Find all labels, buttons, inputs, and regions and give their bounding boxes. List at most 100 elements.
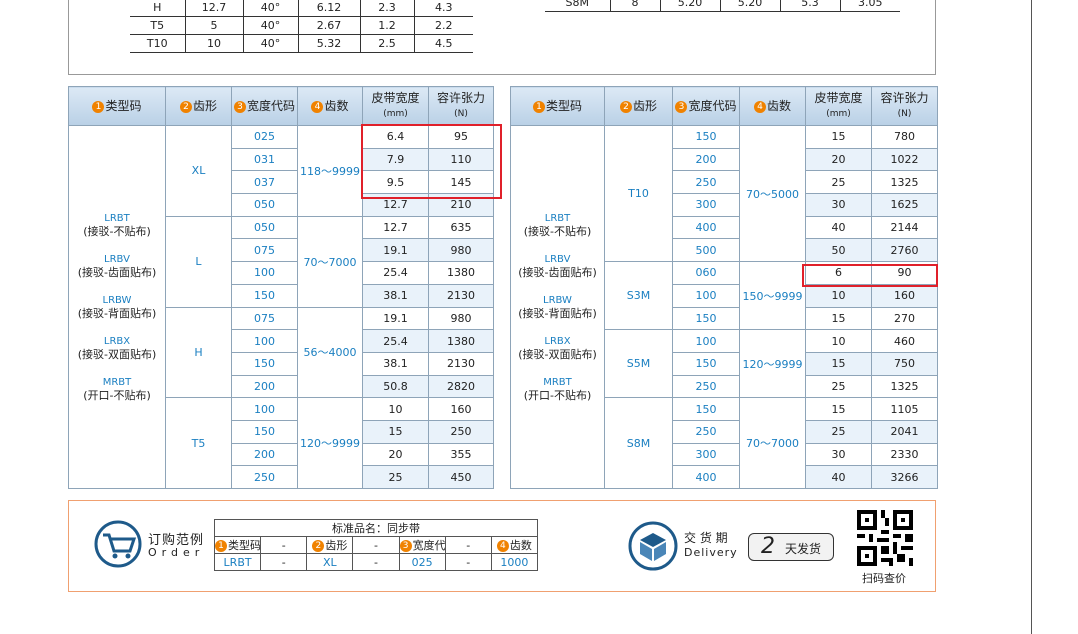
header-number: 2: [312, 540, 325, 552]
header-cell: 3 宽度代码: [231, 86, 298, 126]
cell: 10: [184, 34, 243, 53]
cell: H: [130, 0, 185, 17]
tension-cell: 1325: [871, 374, 938, 399]
tooth-cell: S8M: [604, 397, 673, 489]
header-number: 2: [619, 101, 632, 113]
type-code-cell: LRBT (接驳-不贴布) LRBV (接驳-齿面贴布) LRBW (接驳-背面贴布) LR…: [510, 125, 605, 489]
data-row: H 075 56～4000 19.1 980: [69, 306, 494, 399]
tension-cell: 3266: [871, 465, 938, 489]
cell: S8M: [545, 0, 610, 12]
order-header-cell: 2 齿形: [306, 536, 354, 554]
belt-width-cell: 25: [805, 374, 872, 399]
width-code-cell: 150: [672, 125, 740, 149]
order-separator: -: [260, 553, 308, 571]
data-row: 300 30 1625: [511, 193, 938, 217]
order-value-cell: XL: [306, 553, 354, 571]
tension-cell: 980: [428, 238, 494, 263]
width-code-cell: 500: [672, 238, 740, 263]
cell: 5: [184, 16, 243, 35]
header-number: 4: [496, 540, 509, 552]
order-header-cell: 1 类型码: [213, 536, 262, 554]
type-code: LRBV: [544, 253, 571, 265]
order-subtitle: Order: [148, 546, 205, 559]
type-desc: (接驳-双面贴布): [518, 347, 597, 361]
belt-width-cell: 30: [805, 193, 872, 217]
header-number: 3: [233, 101, 246, 113]
header-number: 4: [753, 101, 766, 113]
type-code: MRBT: [102, 376, 132, 388]
tension-cell: 1625: [871, 193, 938, 217]
header-label: 齿形: [192, 99, 217, 113]
box-icon: [628, 521, 678, 571]
cell: 6.12: [297, 0, 360, 17]
order-value-cell: 025: [398, 553, 446, 571]
type-code-cell: LRBT (接驳-不贴布) LRBV (接驳-齿面贴布) LRBW (接驳-背面贴布) LR…: [68, 125, 166, 489]
header-label: 宽度代码: [688, 99, 737, 113]
belt-width-cell: 38.1: [362, 351, 429, 376]
belt-width-cell: 50.8: [362, 374, 429, 399]
belt-width-cell: 40: [805, 215, 872, 240]
belt-width-cell: 25.4: [362, 329, 429, 353]
header-cell: 皮带宽度 (mm): [805, 86, 872, 126]
header-label: 宽度代码: [246, 99, 295, 113]
width-code-cell: 250: [672, 374, 740, 399]
tension-cell: 1022: [871, 147, 938, 172]
header-cell: 1 类型码: [68, 86, 166, 126]
data-row: 400 40 3266: [511, 465, 938, 489]
header-label: 皮带宽度: [371, 91, 420, 105]
top-row: T10 10 40° 5.32 2.5 4.5: [130, 34, 473, 53]
data-row: 300 30 2330: [511, 442, 938, 467]
qr-label: 扫码查价: [862, 572, 906, 585]
tension-cell: 2144: [871, 215, 938, 240]
header-cell: 容许张力 (N): [871, 86, 938, 126]
data-row: 031 7.9 110: [69, 147, 494, 172]
width-code-cell: 300: [672, 442, 740, 467]
belt-width-cell: 25.4: [362, 261, 429, 285]
order-value-cell: 1000: [490, 553, 539, 571]
belt-width-cell: 12.7: [362, 215, 429, 240]
data-row: 500 50 2760: [511, 238, 938, 263]
top-row: T5 5 40° 2.67 1.2 2.2: [130, 16, 473, 35]
type-desc: (接驳-不贴布): [83, 224, 151, 238]
header-label: 类型码: [228, 539, 261, 552]
header-cell: 2 齿形: [604, 86, 673, 126]
tooth-cell: XL: [165, 125, 232, 217]
data-row: 250 25 450: [69, 465, 494, 489]
tension-cell: 1380: [428, 261, 494, 285]
teeth-cell: 70～7000: [297, 215, 363, 308]
width-code-cell: 400: [672, 215, 740, 240]
cell: 2.67: [297, 16, 360, 35]
data-row: S3M 060 150～9999 6 90: [511, 261, 938, 331]
width-code-cell: 250: [672, 419, 740, 444]
header-row: 1 类型码 2 齿形 3 宽度代码 4 齿数 皮带宽度 (mm) 容许张力 (N): [68, 86, 494, 126]
belt-width-cell: 15: [805, 125, 872, 149]
header-cell: 3 宽度代码: [672, 86, 740, 126]
data-row: S5M 100 120～9999 10 460: [511, 329, 938, 399]
width-code-cell: 025: [231, 125, 298, 149]
tension-cell: 110: [428, 147, 494, 172]
order-separator: -: [352, 553, 400, 571]
belt-width-cell: 15: [805, 397, 872, 421]
data-row: 100 25.4 1380: [69, 329, 494, 353]
width-code-cell: 075: [231, 238, 298, 263]
tension-cell: 2760: [871, 238, 938, 263]
tension-cell: 460: [871, 329, 938, 353]
width-code-cell: 075: [231, 306, 298, 331]
belt-width-cell: 15: [362, 419, 429, 444]
tension-cell: 780: [871, 125, 938, 149]
delivery-days: 2: [761, 534, 775, 559]
teeth-cell: 70～7000: [739, 397, 806, 489]
type-code: LRBT: [104, 212, 130, 224]
width-code-cell: 150: [231, 283, 298, 308]
order-box: [68, 500, 936, 592]
tension-cell: 2330: [871, 442, 938, 467]
tension-cell: 1380: [428, 329, 494, 353]
width-code-cell: 100: [231, 261, 298, 285]
width-code-cell: 400: [672, 465, 740, 489]
cell: 40°: [242, 16, 298, 35]
header-number: 1: [532, 101, 545, 113]
belt-width-cell: 9.5: [362, 170, 429, 195]
belt-width-cell: 7.9: [362, 147, 429, 172]
